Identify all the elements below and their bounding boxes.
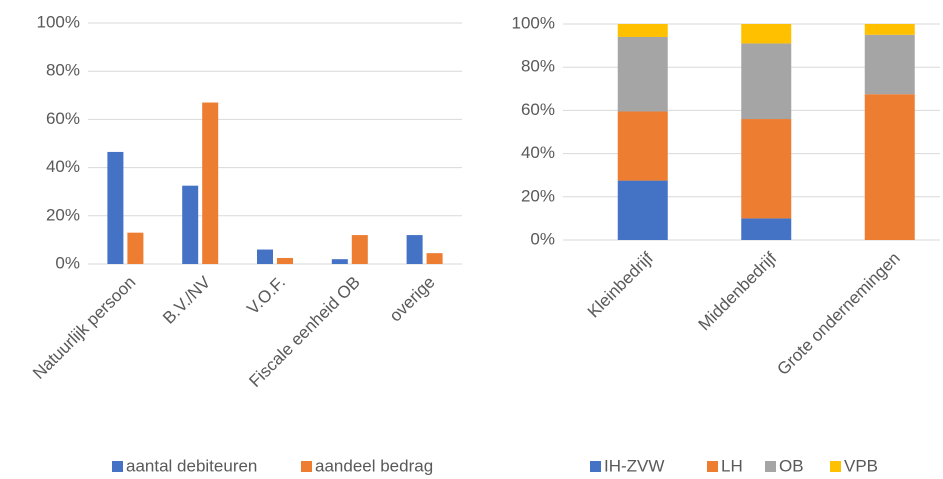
- bar-segment: [864, 24, 915, 35]
- bar-segment: [741, 24, 792, 44]
- y-tick-label: 0%: [55, 253, 80, 272]
- bar: [202, 102, 219, 264]
- y-tick-label: 80%: [46, 61, 80, 80]
- legend-label: IH-ZVW: [604, 456, 664, 475]
- y-tick-label: 20%: [46, 205, 80, 224]
- y-tick-label: 100%: [512, 13, 555, 32]
- bar: [127, 232, 144, 264]
- y-tick-label: 60%: [521, 100, 555, 119]
- x-tick-label: Grote ondernemingen: [773, 249, 903, 379]
- legend-label: aandeel bedrag: [315, 456, 433, 475]
- x-tick-label: overige: [386, 273, 439, 326]
- bar-segment: [741, 43, 792, 120]
- legend-label: LH: [721, 456, 743, 475]
- y-tick-label: 0%: [530, 229, 555, 248]
- x-tick-label: Middenbedrijf: [695, 248, 781, 334]
- y-tick-label: 40%: [521, 143, 555, 162]
- legend-swatch: [301, 461, 312, 472]
- y-tick-label: 40%: [46, 157, 80, 176]
- bar: [331, 259, 348, 264]
- x-tick-label: V.O.F.: [243, 273, 289, 319]
- y-tick-label: 100%: [37, 12, 80, 31]
- bar-segment: [741, 218, 792, 240]
- y-tick-label: 20%: [521, 186, 555, 205]
- bar: [257, 249, 273, 264]
- bar: [107, 151, 124, 264]
- bar-segment: [617, 24, 668, 37]
- bar-segment: [617, 180, 668, 240]
- x-tick-label: Natuurlijk persoon: [29, 273, 139, 383]
- x-tick-label: B.V./NV: [159, 272, 215, 328]
- legend-swatch: [112, 461, 123, 472]
- bar-segment: [741, 119, 792, 219]
- legend-swatch: [765, 461, 776, 472]
- y-tick-label: 80%: [521, 57, 555, 76]
- legend-label: VPB: [844, 456, 878, 475]
- legend-label: OB: [779, 456, 804, 475]
- bar: [351, 235, 368, 264]
- legend-swatch: [707, 461, 718, 472]
- y-tick-label: 60%: [46, 109, 80, 128]
- bar: [406, 235, 423, 264]
- legend-label: aantal debiteuren: [126, 456, 257, 475]
- bar-segment: [617, 36, 668, 112]
- x-tick-label: Kleinbedrijf: [584, 248, 657, 321]
- bar: [182, 185, 199, 264]
- legend-swatch: [830, 461, 841, 472]
- bar: [426, 253, 443, 264]
- bar-segment: [864, 34, 915, 95]
- bar-segment: [864, 94, 915, 240]
- bar-segment: [617, 111, 668, 181]
- legend-swatch: [590, 461, 601, 472]
- bar: [277, 257, 293, 264]
